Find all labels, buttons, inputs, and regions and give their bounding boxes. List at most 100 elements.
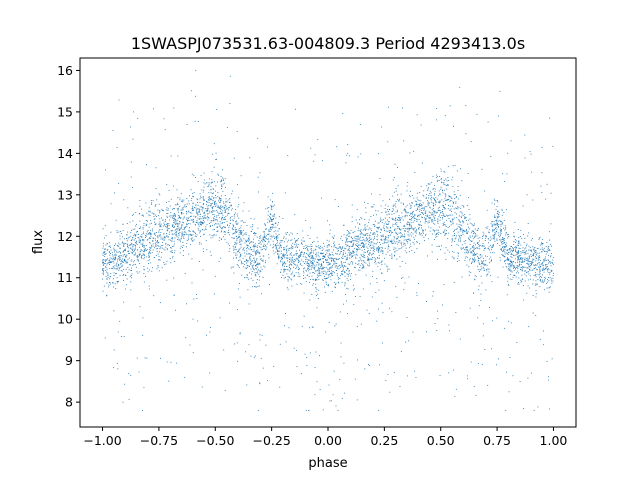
data-point	[129, 221, 131, 223]
data-point	[398, 226, 400, 228]
data-point	[106, 249, 108, 251]
data-point	[490, 256, 492, 258]
data-point	[516, 247, 518, 249]
data-point	[539, 268, 541, 270]
data-point	[291, 273, 293, 275]
data-point	[344, 283, 346, 285]
data-point	[493, 224, 495, 226]
data-point	[464, 214, 466, 215]
data-point	[530, 263, 532, 264]
data-point	[107, 258, 109, 260]
data-point	[385, 238, 387, 239]
data-point	[271, 206, 273, 208]
data-point	[361, 256, 363, 258]
data-point	[355, 219, 357, 221]
data-point	[376, 248, 378, 250]
data-point	[218, 207, 220, 208]
data-point	[172, 246, 174, 247]
data-point	[361, 242, 363, 244]
data-point	[275, 244, 277, 246]
data-point	[250, 246, 252, 248]
data-point	[344, 271, 346, 273]
data-point	[105, 266, 107, 268]
data-point	[314, 258, 316, 260]
data-point	[181, 232, 183, 234]
data-point	[253, 218, 255, 220]
data-point	[321, 265, 323, 267]
data-point	[200, 197, 202, 198]
data-point	[280, 247, 282, 249]
data-point	[513, 265, 515, 267]
data-point	[253, 244, 255, 246]
data-point	[265, 208, 267, 210]
data-point	[202, 207, 204, 209]
data-point	[349, 254, 351, 256]
data-point	[393, 213, 395, 214]
data-point	[176, 229, 178, 231]
data-point	[404, 210, 406, 212]
data-point	[221, 185, 223, 187]
data-point	[125, 256, 127, 258]
data-point	[409, 240, 411, 242]
data-point	[463, 205, 465, 207]
data-point	[128, 252, 130, 254]
data-point	[386, 224, 388, 226]
data-point	[317, 139, 319, 141]
data-point	[136, 244, 138, 246]
data-point	[451, 256, 453, 258]
data-point	[246, 274, 248, 276]
data-point	[513, 236, 515, 238]
data-point	[289, 270, 291, 272]
data-point	[214, 202, 216, 204]
data-point	[442, 224, 444, 226]
data-point	[120, 263, 121, 265]
data-point	[275, 237, 277, 238]
data-point	[152, 213, 154, 215]
data-point	[245, 239, 247, 241]
data-point	[333, 235, 335, 237]
data-point	[163, 239, 165, 241]
data-point	[240, 230, 242, 232]
data-point	[466, 232, 468, 234]
data-point	[365, 212, 367, 214]
data-point	[399, 240, 401, 242]
data-point	[365, 274, 367, 276]
data-point	[142, 228, 144, 230]
data-point	[439, 217, 441, 219]
data-point	[346, 230, 348, 231]
data-point	[200, 243, 202, 245]
data-point	[477, 237, 479, 239]
data-point	[319, 252, 321, 254]
data-point	[435, 204, 436, 206]
data-point	[244, 233, 246, 235]
data-point	[200, 235, 201, 237]
data-point	[416, 221, 418, 222]
data-point	[320, 275, 322, 276]
data-point	[529, 261, 531, 262]
data-point	[469, 218, 471, 220]
data-point	[110, 231, 112, 233]
data-point	[541, 251, 542, 253]
data-point	[464, 242, 466, 244]
data-point	[435, 174, 437, 176]
data-point	[238, 236, 240, 238]
data-point	[420, 185, 422, 187]
data-point	[411, 218, 413, 219]
data-point	[125, 268, 127, 270]
data-point	[222, 201, 224, 203]
data-point	[217, 226, 219, 228]
data-point	[500, 225, 502, 227]
data-point	[214, 201, 216, 202]
data-point	[186, 239, 188, 241]
data-point	[169, 257, 171, 259]
data-point	[192, 220, 194, 222]
data-point	[484, 190, 486, 192]
data-point	[513, 265, 515, 267]
data-point	[195, 204, 197, 206]
data-point	[507, 233, 509, 235]
data-point	[106, 242, 108, 244]
data-point	[113, 266, 115, 268]
data-point	[305, 261, 307, 263]
data-point	[389, 234, 391, 236]
data-point	[460, 215, 462, 217]
